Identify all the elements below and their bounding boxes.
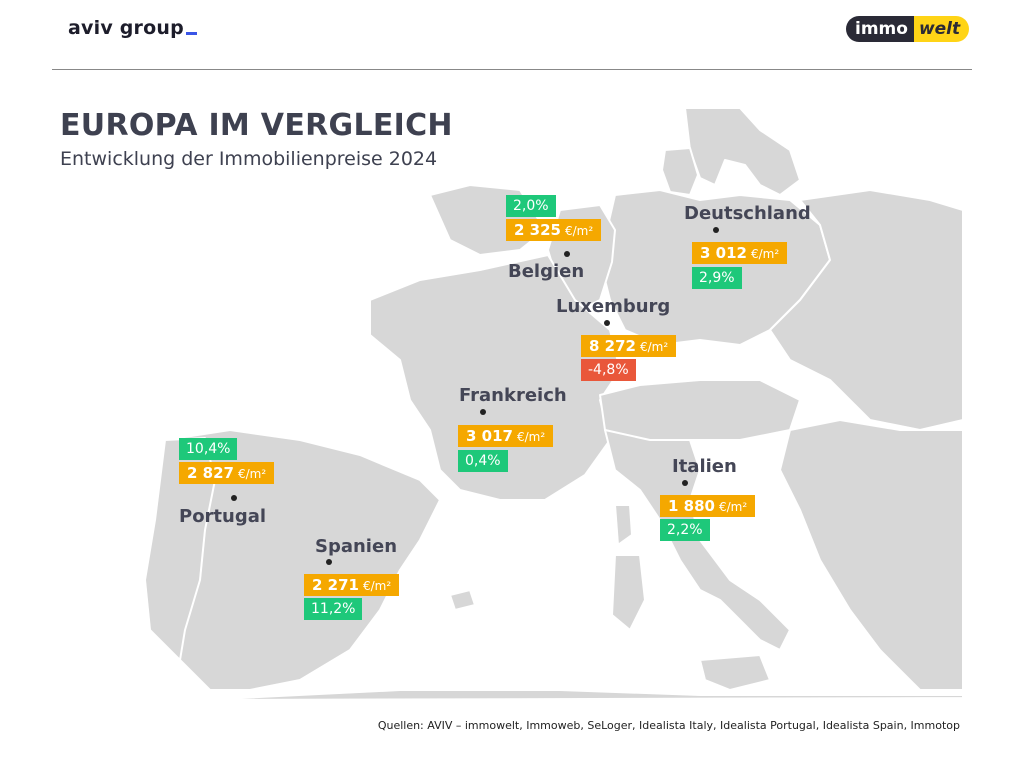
region-denmark xyxy=(661,147,699,196)
price-badge-spanien: 2 271 €/m² xyxy=(304,574,400,596)
price-value-luxemburg: 8 272 xyxy=(589,337,636,355)
immowelt-logo-part-immo: immo xyxy=(846,16,914,42)
change-badge-portugal: 10,4% xyxy=(179,438,238,460)
price-unit-portugal: €/m² xyxy=(237,467,267,481)
logo-underscore xyxy=(185,32,197,35)
marker-luxemburg xyxy=(604,320,610,326)
region-scandinavia xyxy=(684,107,801,196)
price-value-frankreich: 3 017 xyxy=(466,427,513,445)
page-title: EUROPA IM VERGLEICH xyxy=(60,108,453,143)
price-badge-belgien: 2 325 €/m² xyxy=(506,219,602,241)
price-badge-luxemburg: 8 272 €/m² xyxy=(581,335,677,357)
price-badge-portugal: 2 827 €/m² xyxy=(179,462,275,484)
label-portugal: Portugal xyxy=(179,506,267,527)
price-value-spanien: 2 271 xyxy=(312,576,359,594)
change-badge-deutschland: 2,9% xyxy=(692,267,742,289)
marker-spanien xyxy=(326,559,332,565)
region-balearics xyxy=(449,589,476,611)
aviv-group-logo: aviv group xyxy=(68,17,197,39)
price-unit-belgien: €/m² xyxy=(564,224,594,238)
change-badge-italien: 2,2% xyxy=(660,519,710,541)
price-value-italien: 1 880 xyxy=(668,497,715,515)
label-spanien: Spanien xyxy=(315,536,398,557)
label-italien: Italien xyxy=(672,456,737,477)
marker-deutschland xyxy=(713,227,719,233)
change-badge-spanien: 11,2% xyxy=(304,598,363,620)
price-unit-deutschland: €/m² xyxy=(750,247,780,261)
price-unit-luxemburg: €/m² xyxy=(639,340,669,354)
label-belgien: Belgien xyxy=(508,261,585,282)
immowelt-logo: immo welt xyxy=(846,16,970,42)
header-divider xyxy=(52,69,972,70)
marker-italien xyxy=(682,480,688,486)
price-unit-italien: €/m² xyxy=(718,500,748,514)
price-unit-spanien: €/m² xyxy=(362,579,392,593)
marker-portugal xyxy=(231,495,237,501)
price-badge-deutschland: 3 012 €/m² xyxy=(692,242,788,264)
marker-belgien xyxy=(564,251,570,257)
price-value-portugal: 2 827 xyxy=(187,464,234,482)
source-note: Quellen: AVIV – immowelt, Immoweb, SeLog… xyxy=(377,719,960,732)
label-luxemburg: Luxemburg xyxy=(556,296,671,317)
price-value-belgien: 2 325 xyxy=(514,221,561,239)
aviv-group-logo-text: aviv group xyxy=(68,17,184,39)
page-subtitle: Entwicklung der Immobilienpreise 2024 xyxy=(60,148,438,170)
price-value-deutschland: 3 012 xyxy=(700,244,747,262)
region-sicily xyxy=(699,654,771,691)
region-corsica xyxy=(614,504,633,546)
region-north-africa xyxy=(199,689,964,701)
change-badge-frankreich: 0,4% xyxy=(458,450,508,472)
region-france xyxy=(369,254,621,501)
label-frankreich: Frankreich xyxy=(459,385,567,406)
region-balkans xyxy=(779,419,964,691)
price-badge-frankreich: 3 017 €/m² xyxy=(458,425,554,447)
marker-frankreich xyxy=(480,409,486,415)
region-sardinia xyxy=(611,554,646,631)
label-deutschland: Deutschland xyxy=(684,203,811,224)
region-eastern-europe xyxy=(769,189,964,431)
change-badge-luxemburg: -4,8% xyxy=(581,359,636,381)
price-unit-frankreich: €/m² xyxy=(516,430,546,444)
immowelt-logo-part-welt: welt xyxy=(913,16,970,42)
region-alps xyxy=(599,379,801,441)
change-badge-belgien: 2,0% xyxy=(506,195,556,217)
price-badge-italien: 1 880 €/m² xyxy=(660,495,756,517)
